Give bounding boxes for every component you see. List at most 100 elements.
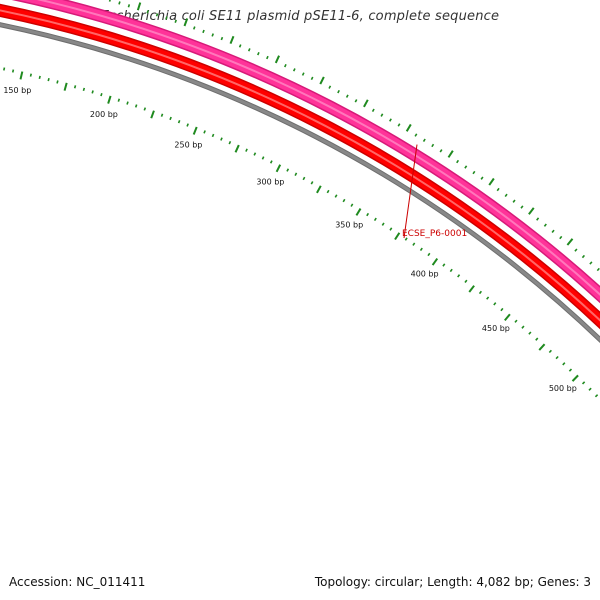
inner-tick: [245, 148, 248, 152]
inner-tick: [143, 107, 147, 111]
inner-tick: [548, 349, 552, 354]
inner-tick: [228, 140, 232, 145]
outer-tick: [566, 238, 574, 246]
outer-tick: [328, 85, 332, 89]
outer-tick: [337, 89, 340, 94]
outer-tick: [183, 18, 189, 27]
inner-tick: [334, 194, 338, 198]
inner-tick: [350, 203, 354, 207]
outer-tick: [165, 16, 168, 20]
outer-tick: [257, 51, 260, 56]
plasmid-title: Escherichia coli SE11 plasmid pSE11-6, c…: [100, 9, 500, 24]
inner-tick: [449, 268, 453, 273]
outer-tick: [504, 193, 508, 198]
inner-tick: [562, 362, 566, 366]
outer-tick: [274, 55, 280, 64]
outer-tick: [155, 13, 159, 17]
inner-tick: [11, 69, 15, 73]
backbone: [0, 23, 600, 342]
inner-tick: [211, 133, 215, 138]
inner-tick: [555, 355, 559, 360]
outer-tick: [229, 35, 235, 44]
inner-tick: [514, 319, 518, 323]
inner-tick: [294, 172, 298, 176]
inner-tick: [203, 130, 206, 134]
outer-tick: [488, 177, 495, 186]
inner-tick: [126, 101, 129, 105]
cds-track: [0, 5, 600, 328]
inner-tick: [117, 98, 121, 102]
scale-labels: 150 bp 200 bp 250 bp 300 bp 350 bp 400 bp 450 …: [3, 86, 576, 393]
outer-tick: [414, 133, 418, 137]
inner-tick: [100, 92, 103, 97]
cds-track-highlight: [0, 9, 600, 322]
inner-tick: [47, 77, 50, 82]
outer-tick: [146, 10, 149, 14]
outer-tick: [108, 0, 111, 2]
gene-annotation: ECSE_P6-0001: [402, 144, 467, 239]
outer-tick: [211, 33, 215, 37]
outer-tick: [371, 108, 375, 112]
inner-tick: [588, 387, 592, 391]
inner-tick: [528, 331, 532, 335]
inner-tick: [373, 217, 377, 222]
inner-tick: [234, 144, 240, 153]
outer-tick: [127, 4, 131, 8]
gene-track: [18, 0, 600, 302]
inner-tick: [19, 71, 24, 80]
scale-label: 500 bp: [549, 384, 577, 393]
outer-tick: [292, 68, 296, 72]
outer-tick: [456, 159, 460, 164]
scale-label: 150 bp: [3, 86, 31, 95]
inner-tick: [186, 123, 189, 127]
inner-tick: [394, 232, 401, 241]
outer-tick: [380, 113, 384, 117]
inner-tick: [38, 75, 41, 80]
inner-tick: [355, 208, 362, 216]
outer-tick: [447, 150, 454, 158]
inner-tick: [427, 252, 431, 257]
inner-tick: [581, 381, 586, 385]
outer-tick: [551, 229, 555, 234]
inner-tick: [419, 247, 423, 251]
inner-tick: [160, 113, 164, 117]
inner-tick: [486, 296, 490, 300]
inner-tick: [442, 263, 446, 267]
accession-text: Accession: NC_011411: [9, 575, 146, 589]
outer-tick: [136, 2, 142, 11]
outer-tick: [284, 63, 287, 68]
outer-tick: [345, 94, 349, 98]
gene-track-highlight: [36, 0, 600, 296]
inner-tick: [521, 325, 525, 329]
inner-tick: [342, 198, 346, 203]
outer-tick: [266, 55, 269, 60]
inner-tick: [500, 307, 504, 312]
outer-tick: [389, 118, 392, 122]
inner-tick: [73, 85, 77, 89]
inner-tick: [82, 87, 86, 92]
inner-tick: [29, 73, 33, 77]
gene-label[interactable]: ECSE_P6-0001: [402, 229, 467, 239]
inner-tick: [302, 176, 306, 181]
inner-tick: [404, 237, 408, 241]
inner-tick: [389, 227, 393, 231]
inner-tick: [286, 168, 290, 172]
inner-tick: [366, 212, 370, 217]
inner-tick: [3, 67, 6, 71]
outer-tick: [559, 235, 563, 240]
outer-tick: [422, 138, 426, 142]
inner-tick: [56, 80, 59, 84]
outer-tick: [574, 248, 578, 252]
outer-tick: [238, 44, 242, 48]
inner-tick: [535, 337, 539, 341]
outer-tick: [363, 99, 369, 108]
outer-tick: [192, 26, 196, 30]
inner-tick: [468, 285, 475, 293]
inner-tick: [571, 374, 579, 382]
inner-tick: [220, 137, 223, 141]
inner-tick: [134, 104, 138, 108]
outer-tick: [480, 176, 484, 180]
outer-tick: [220, 36, 224, 41]
scale-label: 300 bp: [256, 177, 284, 186]
outer-tick: [301, 72, 305, 76]
